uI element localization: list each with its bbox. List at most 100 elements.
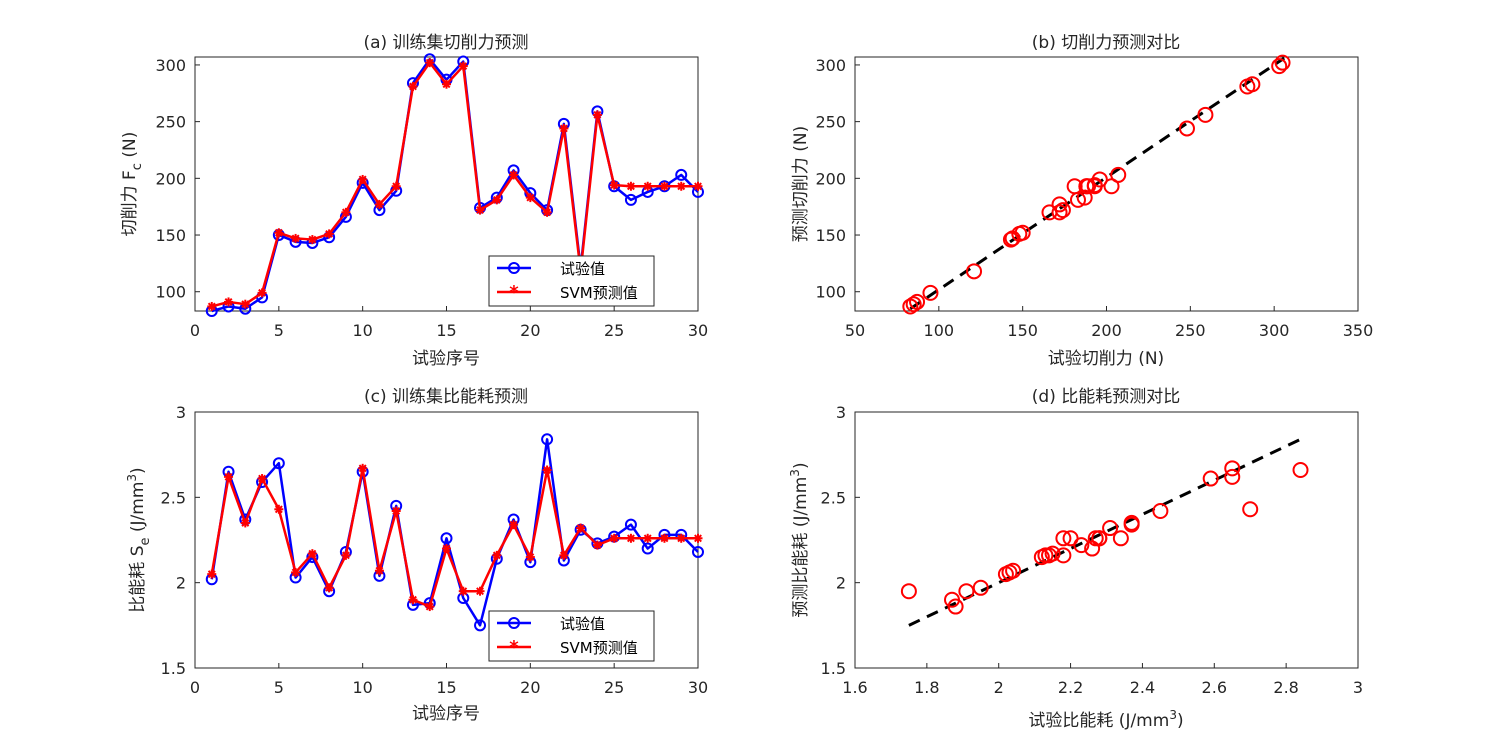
scatter-point	[1091, 530, 1108, 547]
point-predicted	[509, 170, 519, 180]
point-predicted	[458, 61, 468, 71]
x-tick-label: 350	[1343, 321, 1374, 340]
point-predicted	[324, 583, 334, 593]
x-tick-label: 2.2	[1058, 678, 1083, 697]
scatter-point	[1224, 468, 1241, 485]
panel-c-legend-label-measured: 试验值	[560, 615, 605, 633]
point-predicted	[240, 518, 250, 528]
panel-c-ylabel-sub: e	[138, 537, 153, 545]
scatter-point	[909, 293, 926, 310]
panel-a-cutting-force-series: (a) 训练集切削力预测 0 5 10 15 20 25 30 100 150 200 250 300…	[120, 33, 708, 369]
point-predicted	[442, 79, 451, 89]
panel-a-legend: 试验值 * SVM预测值	[488, 255, 655, 307]
scatter-point	[1242, 501, 1259, 518]
x-tick-label: 10	[352, 321, 372, 340]
panel-b-ylabel: 预测切削力 (N)	[791, 126, 811, 242]
panel-d-ylabel-sup: 3	[788, 469, 802, 477]
point-measured	[624, 518, 637, 531]
panel-d-ylabel: 预测比能耗 (J/mm3)	[788, 462, 811, 617]
panel-c-legend-label-predicted: SVM预测值	[560, 639, 638, 657]
scatter-point	[1037, 547, 1054, 564]
x-tick-label: 2.4	[1130, 678, 1155, 697]
panel-a-title: (a) 训练集切削力预测	[363, 33, 528, 53]
point-predicted	[542, 207, 552, 217]
scatter-point	[1178, 120, 1195, 137]
scatter-point	[922, 284, 939, 301]
y-tick-label: 3	[176, 403, 186, 422]
x-tick-label: 5	[274, 321, 284, 340]
panel-c-legend-marker-predicted: *	[509, 637, 519, 658]
point-predicted	[274, 504, 284, 514]
scatter-point	[1271, 58, 1288, 75]
panel-d-title: (d) 比能耗预测对比	[1032, 387, 1180, 407]
panel-d-xlabel-main: 试验比能耗 (J/mm	[1028, 711, 1169, 731]
point-predicted	[425, 602, 435, 612]
point-predicted	[576, 523, 586, 533]
y-tick-label: 1.5	[821, 659, 846, 678]
point-measured	[692, 545, 704, 558]
point-predicted	[207, 301, 217, 311]
point-predicted	[391, 181, 401, 191]
scatter-point	[1103, 178, 1120, 195]
point-predicted	[240, 299, 250, 309]
scatter-point	[1292, 462, 1309, 479]
y-tick-label: 1.5	[161, 659, 186, 678]
scatter-point	[1123, 516, 1140, 533]
x-tick-label: 30	[688, 321, 708, 340]
point-predicted	[257, 474, 267, 484]
x-tick-label: 0	[190, 678, 200, 697]
scatter-point	[1055, 530, 1072, 547]
panel-c-ylabel: 比能耗 Se (J/mm3)	[125, 467, 153, 612]
point-predicted	[676, 181, 686, 191]
y-tick-label: 200	[155, 169, 186, 188]
panel-d-ylabel-main: 预测比能耗 (J/mm	[791, 477, 811, 618]
panel-b-axes	[854, 56, 1359, 312]
point-predicted	[659, 533, 669, 543]
point-predicted	[307, 235, 317, 245]
x-tick-label: 2	[994, 678, 1004, 697]
point-predicted	[559, 550, 569, 560]
scatter-point	[1062, 530, 1079, 547]
scatter-point	[966, 263, 983, 280]
y-tick-label: 100	[155, 283, 186, 302]
point-measured	[641, 542, 654, 555]
x-tick-label: 3	[1353, 678, 1363, 697]
point-predicted	[525, 193, 535, 203]
point-predicted	[324, 229, 334, 239]
point-measured	[440, 532, 453, 545]
scatter-point	[1078, 178, 1095, 195]
x-tick-label: 15	[436, 678, 456, 697]
panel-a-ylabel-tail: (N)	[120, 132, 140, 163]
x-tick-label: 0	[190, 321, 200, 340]
y-tick-label: 300	[815, 56, 846, 75]
point-predicted	[358, 174, 368, 184]
point-predicted	[626, 533, 636, 543]
scatter-point	[1054, 202, 1071, 219]
panel-b-cutting-force-scatter: (b) 切削力预测对比 50 100 150 200 250 300 350 100 150 20…	[791, 33, 1373, 369]
x-tick-label: 50	[845, 321, 865, 340]
x-tick-label: 300	[1259, 321, 1290, 340]
panel-d-energy-scatter: (d) 比能耗预测对比 1.6 1.8 2 2.2 2.4 2.6 2.8 3 1.5 2 2.5 3…	[788, 387, 1363, 731]
point-predicted	[676, 533, 686, 543]
point-predicted	[693, 181, 703, 191]
scatter-point	[1002, 231, 1019, 248]
point-predicted	[643, 533, 653, 543]
point-predicted	[224, 297, 234, 307]
y-tick-label: 150	[155, 226, 186, 245]
scatter-point	[947, 598, 964, 615]
y-tick-label: 2	[836, 574, 846, 593]
panel-c-legend: 试验值 * SVM预测值	[488, 610, 655, 662]
panel-a-legend-marker-predicted: *	[509, 282, 519, 303]
panel-a-legend-marker-measured	[508, 262, 520, 274]
point-predicted	[224, 472, 234, 482]
y-tick-label: 200	[815, 169, 846, 188]
scatter-point	[1274, 54, 1291, 71]
point-predicted	[274, 228, 284, 238]
point-predicted	[207, 569, 217, 579]
panel-a-xlabel: 试验序号	[412, 349, 480, 369]
scatter-point	[905, 296, 922, 313]
point-measured	[474, 619, 487, 632]
x-tick-label: 150	[1007, 321, 1038, 340]
x-tick-label: 10	[352, 678, 372, 697]
